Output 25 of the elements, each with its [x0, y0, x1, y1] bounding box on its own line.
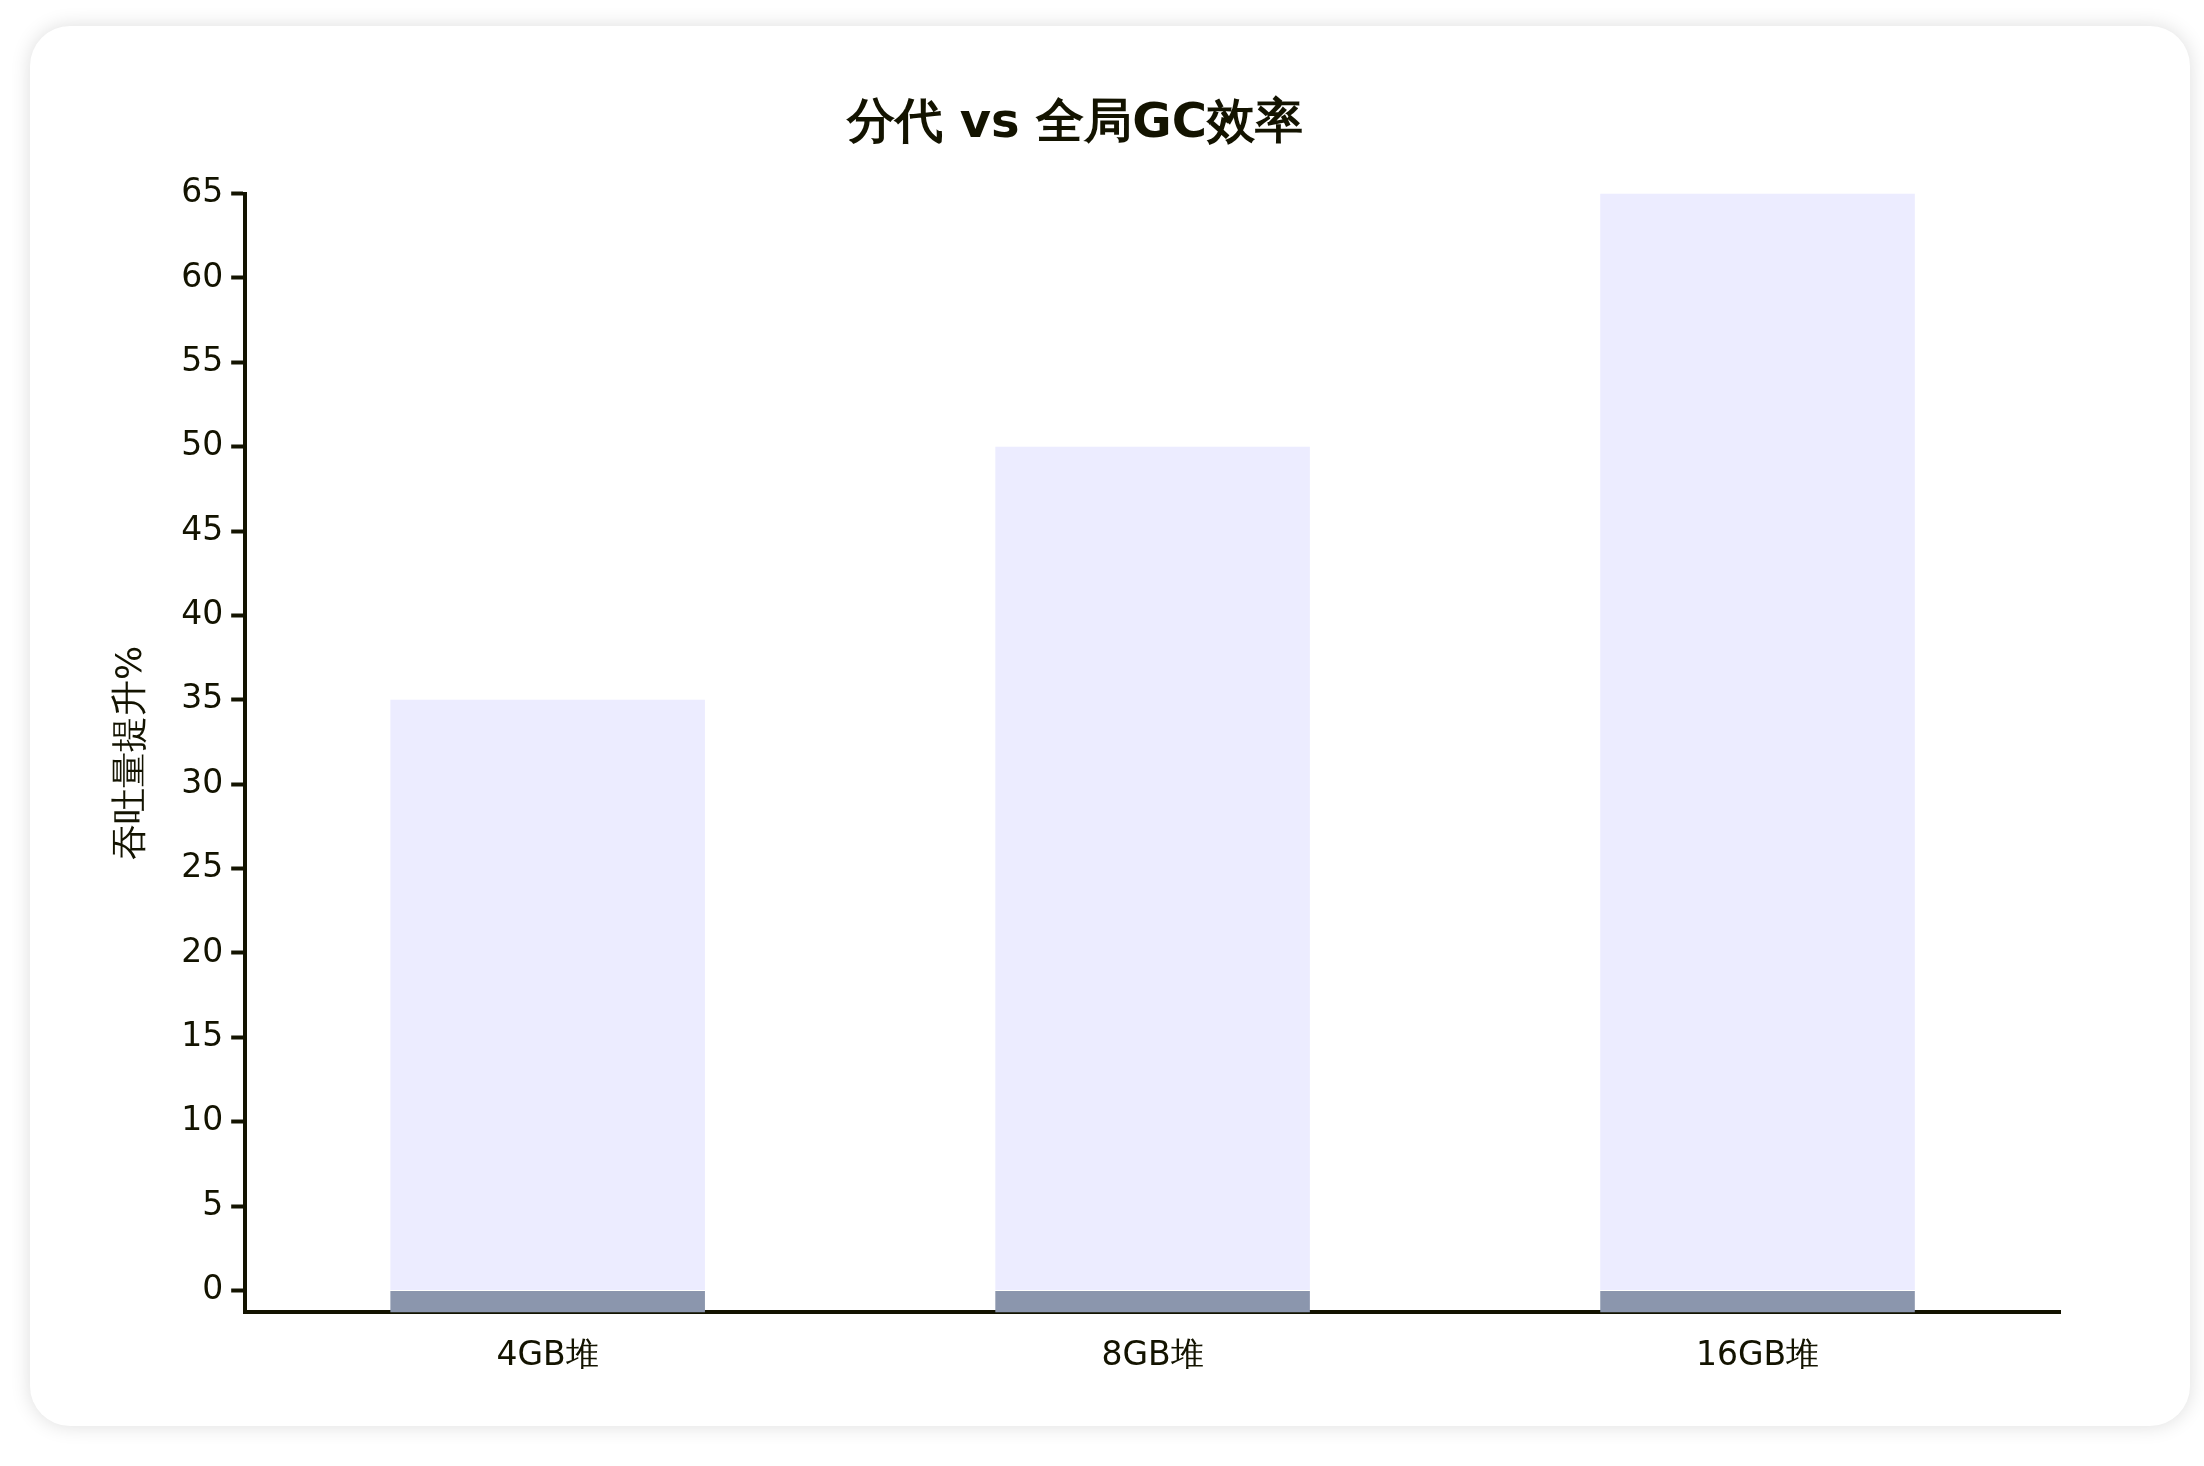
y-tick-label: 0 — [202, 1268, 224, 1308]
y-tick-label: 40 — [181, 593, 224, 633]
y-tick-label: 55 — [181, 339, 224, 379]
y-tick-label: 60 — [181, 255, 224, 295]
y-tick-label: 50 — [181, 424, 224, 464]
y-tick-label: 30 — [181, 761, 224, 801]
y-tick-label: 35 — [181, 677, 224, 717]
y-axis-title: 吞吐量提升% — [107, 645, 149, 861]
y-tick-label: 15 — [181, 1014, 224, 1054]
y-tick-label: 25 — [181, 846, 224, 886]
bar — [1600, 1290, 1915, 1313]
bar — [390, 1290, 705, 1313]
x-tick-label: 4GB堆 — [496, 1333, 599, 1373]
bar — [390, 699, 705, 1290]
y-tick-label: 5 — [202, 1183, 224, 1223]
y-tick-label: 45 — [181, 508, 224, 548]
bar — [995, 1290, 1310, 1313]
x-tick-label: 8GB堆 — [1101, 1333, 1204, 1373]
y-tick-label: 20 — [181, 930, 224, 970]
chart-title: 分代 vs 全局GC效率 — [846, 92, 1303, 149]
bar — [995, 446, 1310, 1290]
y-tick-label: 10 — [181, 1099, 224, 1139]
bar — [1600, 193, 1915, 1290]
y-tick-label: 65 — [181, 171, 224, 211]
x-tick-label: 16GB堆 — [1695, 1333, 1820, 1373]
